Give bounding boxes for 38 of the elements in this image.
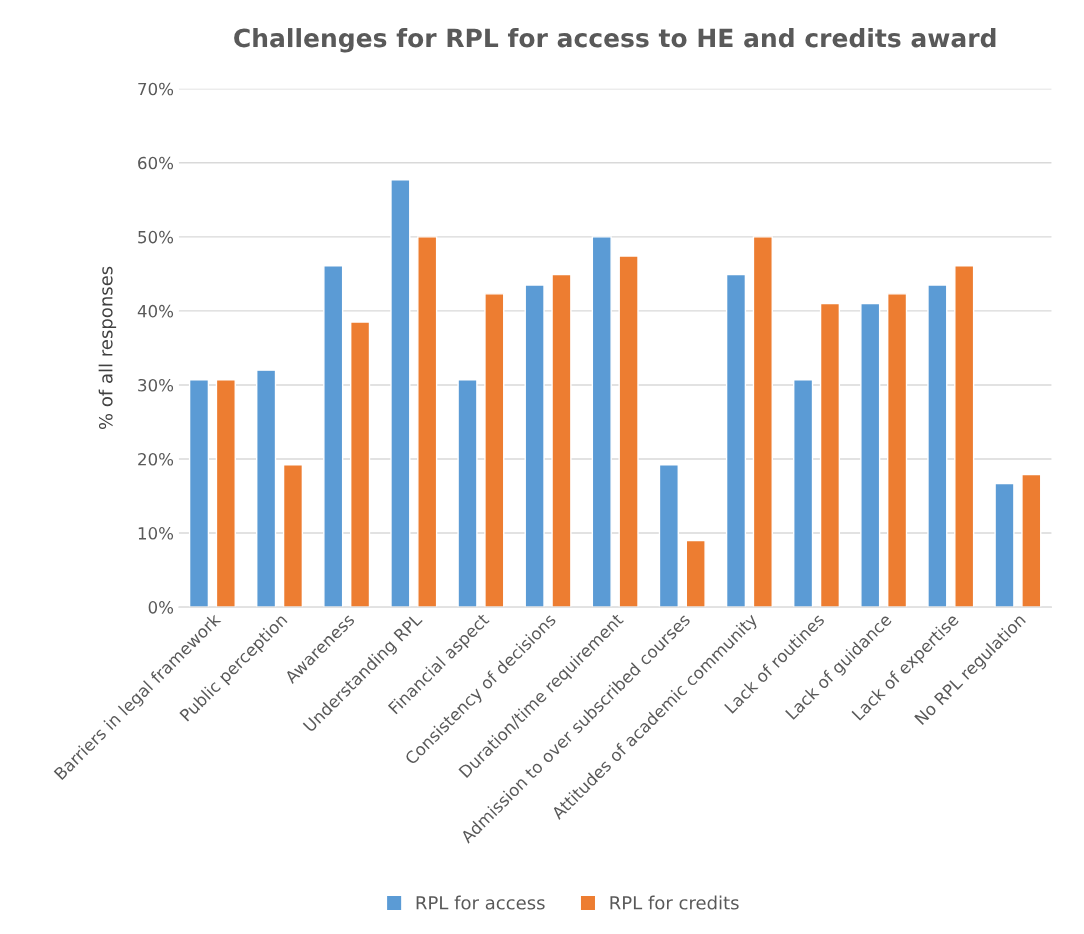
bar	[1021, 473, 1042, 608]
bar	[350, 321, 371, 608]
y-tick-label: 50%	[138, 230, 174, 244]
bar	[927, 284, 948, 608]
bar	[457, 379, 478, 608]
bar	[215, 379, 236, 608]
bar	[793, 379, 814, 608]
legend-label: RPL for access	[416, 895, 545, 910]
bar	[658, 464, 679, 608]
y-tick-label: 10%	[138, 527, 174, 540]
bar	[390, 179, 411, 608]
bar	[819, 302, 841, 608]
bar	[188, 379, 210, 608]
bar	[323, 265, 344, 608]
bar	[887, 293, 908, 608]
bar	[524, 284, 545, 608]
bar	[551, 273, 572, 608]
bar	[954, 265, 975, 608]
y-axis-title: % of all responses	[98, 266, 117, 430]
bar	[685, 539, 706, 608]
bar	[994, 482, 1015, 608]
chart-title: Challenges for RPL for access to HE and credits award	[234, 28, 996, 53]
bar	[256, 369, 277, 608]
bar	[860, 302, 881, 608]
bar	[752, 236, 773, 608]
bar	[618, 255, 639, 608]
y-tick-label: 40%	[137, 304, 174, 318]
y-tick-label: 20%	[138, 452, 174, 466]
bar	[725, 273, 747, 608]
y-tick-label: 60%	[138, 156, 174, 170]
legend-label: RPL for credits	[610, 895, 739, 910]
bar	[282, 464, 304, 608]
bar	[484, 293, 505, 608]
y-tick-label: 0%	[148, 601, 174, 614]
y-tick-label: 30%	[138, 378, 174, 392]
y-tick-label: 70%	[138, 82, 174, 96]
bar	[417, 236, 438, 608]
bar	[591, 236, 612, 608]
